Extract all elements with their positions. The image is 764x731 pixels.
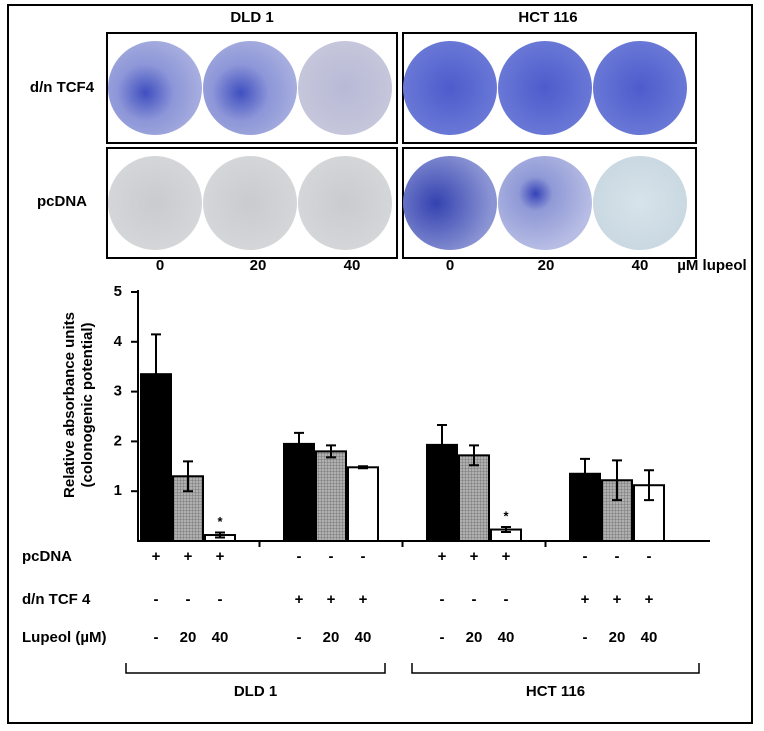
condition-mark: - — [472, 591, 477, 608]
y-tick-label: 2 — [114, 432, 122, 449]
dose-unit: µM lupeol — [677, 257, 746, 274]
condition-mark: + — [438, 548, 447, 565]
condition-mark: 40 — [641, 629, 658, 646]
condition-label: Lupeol (µM) — [22, 629, 106, 646]
annotation: * — [217, 514, 223, 529]
error-bar — [358, 465, 368, 470]
condition-mark: - — [361, 548, 366, 565]
condition-mark: + — [613, 591, 622, 608]
column-title: DLD 1 — [230, 9, 273, 26]
error-bar — [326, 444, 336, 459]
condition-mark: 20 — [180, 629, 197, 646]
group-bracket — [411, 663, 700, 674]
condition-mark: - — [440, 629, 445, 646]
y-tick-label: 1 — [114, 482, 122, 499]
bar — [315, 450, 347, 542]
condition-mark: + — [359, 591, 368, 608]
dose-label: 20 — [538, 257, 555, 274]
condition-label: d/n TCF 4 — [22, 591, 91, 608]
plates — [108, 41, 687, 250]
error-bar — [215, 531, 225, 539]
y-axis-title: (colonogenic potential) — [79, 323, 96, 488]
condition-mark: + — [295, 591, 304, 608]
condition-mark: 20 — [466, 629, 483, 646]
error-bar — [294, 431, 304, 456]
condition-mark: + — [152, 548, 161, 565]
dose-label: 40 — [344, 257, 361, 274]
group-label: HCT 116 — [526, 683, 585, 700]
condition-mark: 40 — [498, 629, 515, 646]
y-tick-label: 4 — [114, 333, 123, 350]
error-bar — [612, 459, 622, 502]
condition-mark: + — [581, 591, 590, 608]
y-tick-label: 3 — [114, 383, 122, 400]
figure-border — [7, 4, 753, 724]
condition-mark: - — [504, 591, 509, 608]
error-bar — [469, 444, 479, 467]
error-bar — [183, 460, 193, 493]
condition-mark: - — [329, 548, 334, 565]
dose-label: 20 — [250, 257, 267, 274]
bar — [347, 466, 379, 542]
condition-mark: - — [186, 591, 191, 608]
condition-mark: - — [297, 629, 302, 646]
condition-mark: - — [154, 629, 159, 646]
condition-mark: - — [615, 548, 620, 565]
condition-mark: + — [327, 591, 336, 608]
condition-mark: + — [184, 548, 193, 565]
group-label: DLD 1 — [234, 683, 277, 700]
condition-mark: - — [440, 591, 445, 608]
row-label: d/n TCF4 — [30, 79, 95, 96]
condition-mark: - — [297, 548, 302, 565]
row-label: pcDNA — [37, 193, 87, 210]
bar — [283, 442, 315, 543]
dose-label: 40 — [632, 257, 649, 274]
condition-mark: 20 — [609, 629, 626, 646]
column-title: HCT 116 — [518, 9, 577, 26]
condition-mark: - — [218, 591, 223, 608]
error-bar — [437, 423, 447, 466]
condition-mark: 40 — [355, 629, 372, 646]
y-axis-title: Relative absorbance units — [61, 312, 78, 498]
condition-mark: + — [216, 548, 225, 565]
condition-mark: 40 — [212, 629, 229, 646]
bar — [458, 454, 490, 542]
group-bracket — [125, 663, 386, 674]
condition-mark: + — [645, 591, 654, 608]
condition-mark: - — [583, 629, 588, 646]
error-bar — [644, 469, 654, 502]
error-bar — [501, 526, 511, 534]
y-tick-label: 5 — [114, 283, 122, 300]
condition-label: pcDNA — [22, 548, 72, 565]
condition-mark: - — [647, 548, 652, 565]
condition-mark: 20 — [323, 629, 340, 646]
dose-label: 0 — [446, 257, 454, 274]
condition-mark: - — [154, 591, 159, 608]
error-bar — [580, 457, 590, 490]
condition-mark: - — [583, 548, 588, 565]
annotation: * — [503, 508, 509, 523]
dose-label: 0 — [156, 257, 164, 274]
condition-mark: + — [470, 548, 479, 565]
error-bar — [151, 333, 161, 416]
condition-mark: + — [502, 548, 511, 565]
